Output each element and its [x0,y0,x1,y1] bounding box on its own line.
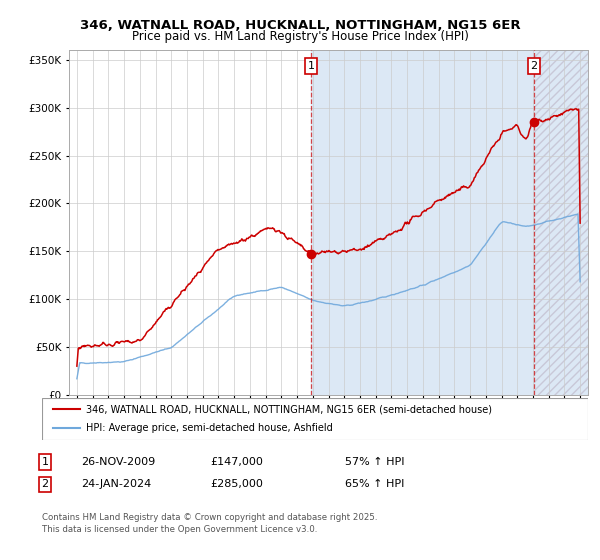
Bar [311,50,534,395]
Text: £285,000: £285,000 [210,479,263,489]
Text: 1: 1 [308,61,315,71]
Text: 2: 2 [530,61,538,71]
Text: 346, WATNALL ROAD, HUCKNALL, NOTTINGHAM, NG15 6ER: 346, WATNALL ROAD, HUCKNALL, NOTTINGHAM,… [80,19,520,32]
Text: 2: 2 [41,479,49,489]
Text: 1: 1 [41,457,49,467]
Bar [534,50,588,395]
Text: 65% ↑ HPI: 65% ↑ HPI [345,479,404,489]
FancyBboxPatch shape [42,398,588,440]
Text: Price paid vs. HM Land Registry's House Price Index (HPI): Price paid vs. HM Land Registry's House … [131,30,469,43]
Text: 57% ↑ HPI: 57% ↑ HPI [345,457,404,467]
Text: HPI: Average price, semi-detached house, Ashfield: HPI: Average price, semi-detached house,… [86,423,332,433]
Bar [534,50,588,395]
Text: £147,000: £147,000 [210,457,263,467]
Text: 24-JAN-2024: 24-JAN-2024 [81,479,151,489]
Text: 26-NOV-2009: 26-NOV-2009 [81,457,155,467]
Text: 346, WATNALL ROAD, HUCKNALL, NOTTINGHAM, NG15 6ER (semi-detached house): 346, WATNALL ROAD, HUCKNALL, NOTTINGHAM,… [86,404,491,414]
Text: Contains HM Land Registry data © Crown copyright and database right 2025.
This d: Contains HM Land Registry data © Crown c… [42,513,377,534]
